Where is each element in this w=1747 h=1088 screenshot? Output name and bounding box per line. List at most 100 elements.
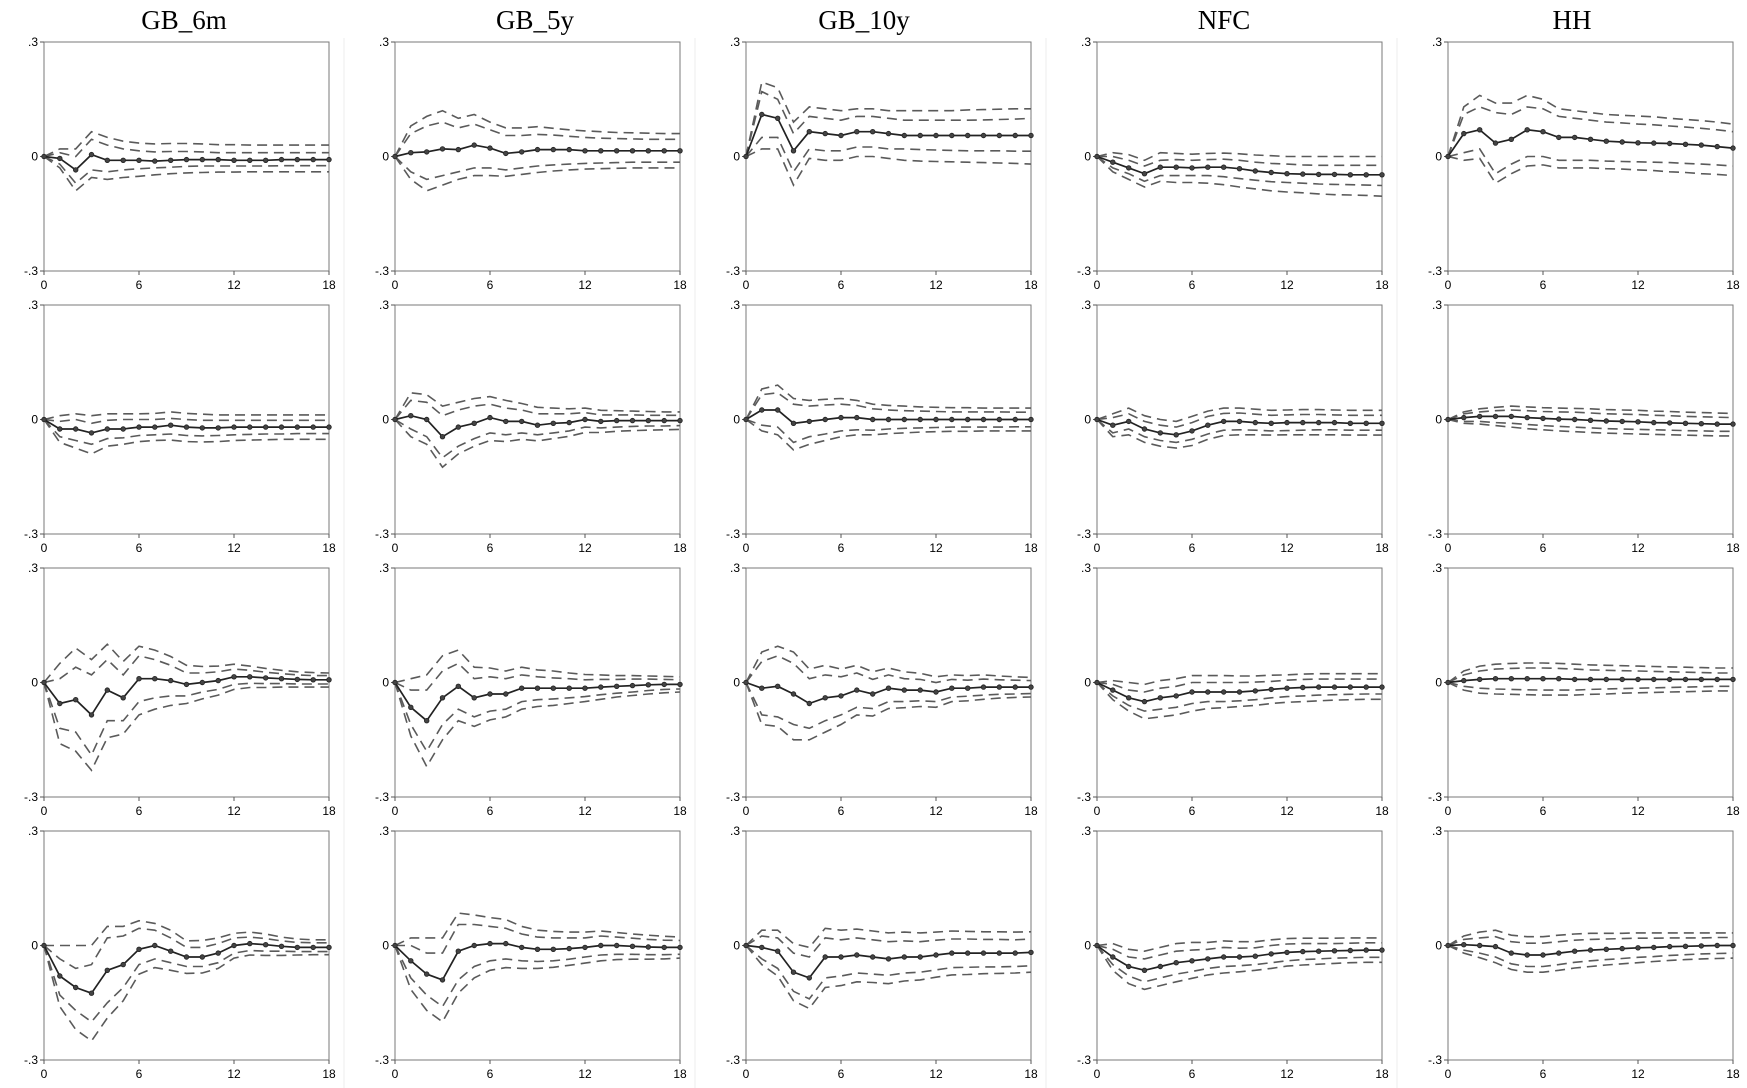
column-title: GB_10y: [818, 5, 910, 35]
irf-point: [629, 417, 636, 424]
irf-point: [326, 424, 332, 430]
y-tick-label: .3: [28, 561, 38, 575]
irf-point: [455, 146, 461, 153]
irf-panel: .30-.30 6 12 18: [726, 298, 1038, 555]
irf-point: [1619, 676, 1625, 683]
x-tick-label: 0: [1094, 278, 1101, 292]
irf-point: [120, 426, 126, 432]
irf-point: [1651, 944, 1657, 951]
irf-point: [439, 434, 446, 440]
y-tick-label: .3: [1432, 298, 1442, 312]
x-tick-label: 6: [1189, 541, 1196, 555]
irf-point: [838, 954, 844, 960]
x-tick-label: 12: [1631, 278, 1645, 292]
irf-point: [1730, 421, 1736, 427]
x-tick-label: 18: [673, 804, 687, 818]
irf-point: [1492, 943, 1499, 950]
irf-point: [917, 416, 923, 423]
irf-point: [566, 419, 572, 426]
irf-point: [1524, 952, 1530, 958]
irf-point: [743, 153, 749, 160]
y-tick-label: .3: [1432, 35, 1442, 49]
confidence-band-line: [1096, 418, 1382, 444]
x-tick-label: 6: [1540, 278, 1547, 292]
y-tick-label: -.3: [1077, 527, 1091, 541]
confidence-band-line: [1096, 155, 1383, 197]
irf-point: [598, 684, 604, 690]
irf-point: [1571, 416, 1578, 423]
plot-frame: [43, 41, 330, 272]
irf-point: [1220, 689, 1227, 695]
irf-point: [278, 424, 285, 430]
x-tick-label: 6: [487, 1067, 494, 1081]
irf-point: [1682, 676, 1689, 683]
irf-point: [949, 132, 955, 139]
irf-point: [1094, 416, 1100, 423]
irf-point: [215, 950, 221, 956]
irf-point: [487, 940, 493, 947]
irf-point: [1315, 948, 1322, 954]
irf-point: [1284, 419, 1290, 426]
y-tick-label: -.3: [1428, 790, 1442, 804]
x-tick-label: 0: [743, 278, 750, 292]
confidence-band-line: [43, 155, 329, 192]
irf-point: [550, 420, 556, 426]
irf-point: [933, 952, 939, 958]
x-tick-label: 18: [1375, 278, 1389, 292]
irf-point: [1476, 676, 1483, 683]
x-tick-label: 12: [227, 278, 241, 292]
irf-panel: .30-.30 6 12 18: [726, 561, 1038, 818]
irf-point: [1205, 956, 1211, 962]
plot-frame: [394, 830, 681, 1061]
irf-point: [136, 157, 142, 163]
irf-point: [1141, 170, 1148, 177]
irf-point: [1141, 426, 1148, 432]
irf-point: [885, 130, 892, 137]
irf-point: [917, 954, 923, 960]
irf-point: [1556, 950, 1562, 956]
irf-point: [1730, 942, 1736, 949]
confidence-band-line: [43, 654, 329, 684]
x-tick-label: 12: [1280, 541, 1294, 555]
irf-point: [838, 414, 844, 421]
confidence-band-line: [1447, 405, 1734, 421]
irf-point: [1461, 942, 1467, 948]
confidence-band-line: [43, 411, 329, 421]
y-tick-label: -.3: [375, 527, 389, 541]
irf-point: [1300, 419, 1306, 426]
irf-point: [392, 942, 398, 949]
irf-point: [645, 417, 651, 424]
x-tick-label: 6: [136, 541, 143, 555]
x-tick-label: 18: [1024, 541, 1038, 555]
irf-point: [247, 674, 253, 680]
irf-panel: .30-.30 6 12 18: [1428, 35, 1740, 292]
irf-point: [294, 424, 300, 430]
irf-point: [1236, 165, 1243, 172]
x-tick-label: 0: [392, 804, 399, 818]
irf-point: [1508, 676, 1514, 682]
x-tick-label: 18: [1726, 541, 1740, 555]
irf-point: [614, 417, 620, 424]
confidence-band-line: [43, 417, 329, 425]
confidence-band-line: [1447, 418, 1733, 437]
irf-point: [136, 424, 142, 430]
y-tick-label: .3: [379, 35, 389, 49]
irf-point: [1347, 172, 1353, 178]
irf-point: [167, 677, 174, 684]
irf-point: [1205, 422, 1211, 428]
irf-point: [1666, 676, 1673, 683]
x-tick-label: 0: [1094, 541, 1101, 555]
irf-point: [1698, 676, 1704, 683]
irf-point: [949, 416, 955, 423]
x-tick-label: 0: [392, 541, 399, 555]
irf-point: [57, 426, 63, 432]
irf-point: [566, 146, 572, 153]
irf-point: [790, 969, 797, 975]
irf-point: [439, 695, 446, 701]
confidence-band-line: [394, 155, 680, 181]
x-tick-label: 12: [1280, 804, 1294, 818]
irf-point: [1268, 420, 1274, 426]
irf-panel: .30-.30 6 12 18: [1428, 561, 1740, 818]
confidence-band-line: [394, 391, 680, 420]
irf-point: [1094, 153, 1100, 160]
